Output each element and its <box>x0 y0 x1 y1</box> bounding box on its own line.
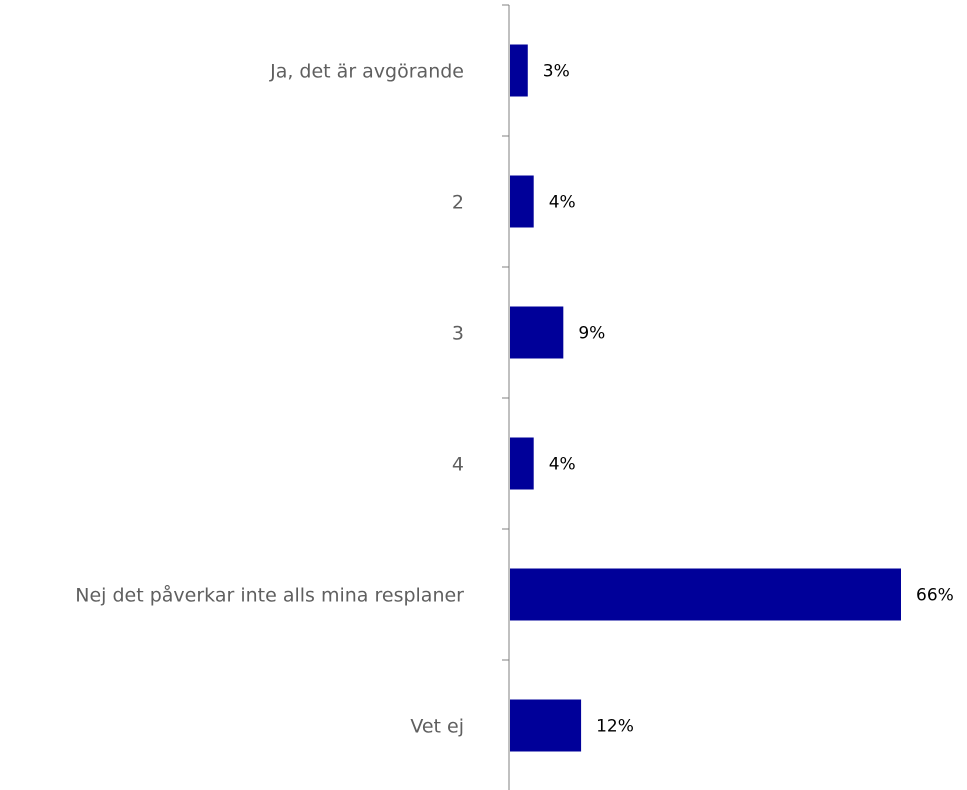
category-label: Ja, det är avgörande <box>269 61 464 83</box>
bar <box>510 699 582 752</box>
category-label: Vet ej <box>410 716 464 738</box>
value-label: 4% <box>549 193 576 213</box>
category-label: 3 <box>452 323 464 345</box>
bars <box>510 44 901 752</box>
bar <box>510 175 534 228</box>
value-label: 9% <box>578 324 605 344</box>
bar <box>510 306 564 359</box>
value-label: 4% <box>549 455 576 475</box>
category-labels: Ja, det är avgörande 2 3 4 Nej det påverkar … <box>75 61 464 738</box>
bar <box>510 568 901 621</box>
value-labels: 3% 4% 9% 4% 66% 12% <box>543 62 954 737</box>
category-axis <box>502 4 510 790</box>
category-label: 2 <box>452 192 464 214</box>
value-label: 12% <box>596 717 634 737</box>
bar <box>510 437 534 490</box>
bar <box>510 44 528 97</box>
value-label: 66% <box>916 586 954 606</box>
category-label: Nej det påverkar inte alls mina resplane… <box>75 584 464 607</box>
value-label: 3% <box>543 62 570 82</box>
category-label: 4 <box>452 454 464 476</box>
